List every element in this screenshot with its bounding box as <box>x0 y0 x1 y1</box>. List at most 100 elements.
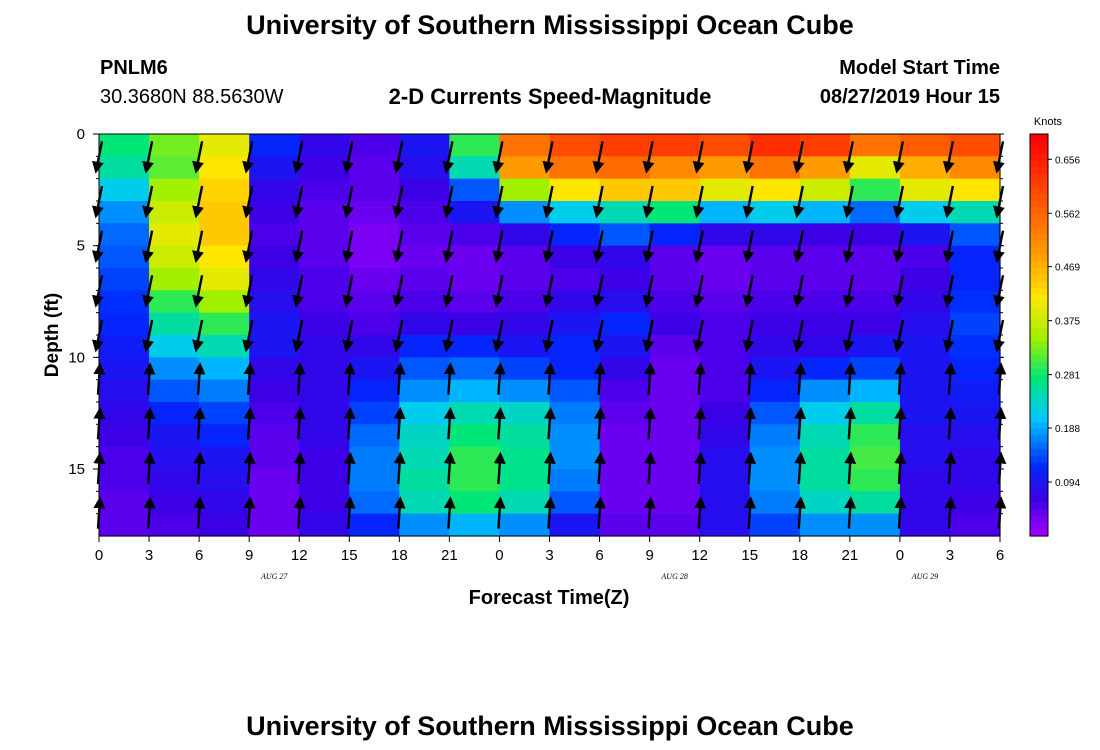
x-tick-label: 0 <box>95 547 103 564</box>
colorbar-segment <box>1030 160 1048 169</box>
colorbar-segment <box>1030 268 1048 276</box>
current-arrow <box>542 141 555 174</box>
current-arrow <box>643 451 656 485</box>
heatmap-cell <box>799 178 851 202</box>
heatmap-cell <box>299 402 350 425</box>
heatmap-cell <box>449 223 501 247</box>
current-arrow <box>942 185 955 219</box>
current-arrow <box>193 496 206 529</box>
heatmap-cell <box>399 178 450 202</box>
heatmap-cell <box>349 134 400 157</box>
x-tick-label: 6 <box>195 547 203 564</box>
heatmap-cell <box>549 178 601 202</box>
heatmap-cell <box>899 424 951 448</box>
x-tick-label: 12 <box>291 547 308 564</box>
colorbar-segment <box>1030 314 1048 323</box>
chart-title-bottom: University of Southern Mississippi Ocean… <box>246 711 854 741</box>
heatmap-cell <box>299 245 350 269</box>
heatmap-cell <box>849 491 901 515</box>
current-arrow <box>342 185 355 219</box>
heatmap-cell <box>849 379 901 403</box>
heatmap-cell <box>199 268 250 291</box>
current-arrow <box>193 451 206 485</box>
heatmap-cell <box>249 357 300 381</box>
heatmap-cell <box>699 402 751 425</box>
current-arrow <box>343 406 356 440</box>
heatmap-cell <box>499 134 551 157</box>
heatmap-cell <box>949 424 1001 448</box>
heatmap-cell <box>249 424 300 448</box>
heatmap-cell <box>599 424 651 448</box>
colorbar-segment <box>1030 475 1048 483</box>
current-arrow <box>643 496 656 529</box>
heatmap-cell <box>749 156 801 180</box>
current-arrow <box>794 406 807 440</box>
heatmap-cell <box>399 513 450 537</box>
colorbar-segment <box>1030 288 1048 296</box>
heatmap-cell <box>599 491 651 515</box>
colorbar-segment <box>1030 274 1048 282</box>
x-tick-label: 21 <box>841 547 858 564</box>
colorbar-segment <box>1030 201 1048 209</box>
current-arrow <box>242 185 254 219</box>
x-tick-label: 3 <box>545 547 553 564</box>
heatmap-cell <box>349 156 400 180</box>
heatmap-cell <box>649 312 701 336</box>
colorbar-segment <box>1030 281 1048 289</box>
heatmap-cell <box>449 402 501 425</box>
current-arrow <box>642 319 655 353</box>
heatmap-cell <box>299 201 350 224</box>
current-arrow <box>842 275 855 308</box>
heatmap-cell <box>349 402 400 425</box>
heatmap-cell <box>399 312 450 336</box>
heatmap-cell <box>199 357 250 381</box>
heatmap-cell <box>699 424 751 448</box>
heatmap-cell <box>149 469 200 492</box>
heatmap-cell <box>299 491 350 515</box>
colorbar-tick-label: 0.562 <box>1055 209 1080 220</box>
heatmap-cell <box>549 290 601 314</box>
heatmap-cell <box>199 134 250 157</box>
heatmap-cell <box>649 335 701 358</box>
heatmap-cell <box>849 223 901 247</box>
colorbar-segment <box>1030 328 1048 336</box>
current-arrow <box>293 451 306 485</box>
heatmap-cell <box>199 223 250 247</box>
x-tick-label: 18 <box>791 547 808 564</box>
heatmap-cell <box>749 223 801 247</box>
heatmap-cell <box>449 178 501 202</box>
heatmap-cell <box>499 178 551 202</box>
heatmap-cell <box>99 446 150 470</box>
heatmap-cell <box>699 335 751 358</box>
heatmap-cell <box>549 513 601 537</box>
heatmap-cell <box>299 357 350 381</box>
heatmap-cell <box>449 201 501 224</box>
heatmap-cell <box>949 357 1001 381</box>
heatmap-cell <box>849 268 901 291</box>
current-arrow <box>592 275 605 308</box>
heatmap-cell <box>649 513 701 537</box>
x-tick-label: 0 <box>896 547 904 564</box>
current-arrow <box>442 185 455 219</box>
heatmap-cell <box>449 268 501 291</box>
current-arrow <box>543 496 556 529</box>
current-arrow <box>543 406 556 440</box>
current-arrow <box>343 451 356 485</box>
heatmap-cell <box>649 268 701 291</box>
heatmap-cell <box>649 379 701 403</box>
colorbar-segment <box>1030 422 1048 430</box>
current-arrow <box>742 185 755 219</box>
heatmap-cell <box>499 402 551 425</box>
current-arrow <box>744 406 757 440</box>
current-arrow <box>844 496 857 529</box>
heatmap-cell <box>699 290 751 314</box>
current-arrow <box>842 319 855 353</box>
current-arrow <box>642 275 655 308</box>
colorbar-segment <box>1030 395 1048 403</box>
date-label: AUG 28 <box>660 572 687 581</box>
current-arrow <box>242 141 254 174</box>
y-tick-label: 0 <box>77 126 85 143</box>
heatmap-cell <box>899 491 951 515</box>
heatmap-cell <box>299 290 350 314</box>
